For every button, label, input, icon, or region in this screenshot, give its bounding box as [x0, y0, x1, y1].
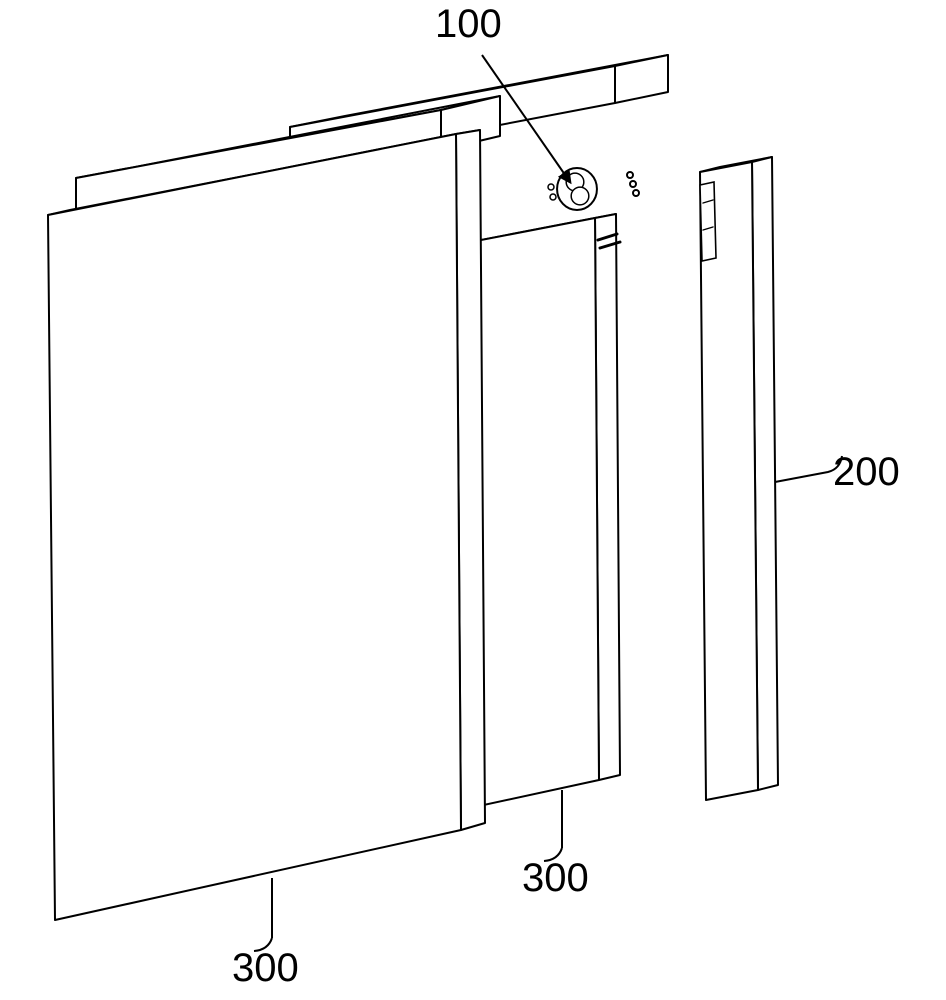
callout-label-200: 200	[833, 450, 900, 495]
panel-300-front-front	[48, 134, 461, 920]
callout-label-300-mid: 300	[522, 856, 589, 901]
leader-200	[775, 456, 842, 482]
connector-disc-100	[548, 168, 597, 210]
top-bar-back-right	[615, 55, 668, 103]
leader-300-left	[254, 878, 272, 951]
callout-label-100: 100	[435, 2, 502, 47]
callout-label-300-left: 300	[232, 946, 299, 991]
mounting-bracket	[700, 182, 716, 261]
screw-hole-1	[630, 181, 636, 187]
leader-300-mid	[544, 790, 562, 861]
screw-hole-2	[633, 190, 639, 196]
screw-hole-0	[627, 172, 633, 178]
